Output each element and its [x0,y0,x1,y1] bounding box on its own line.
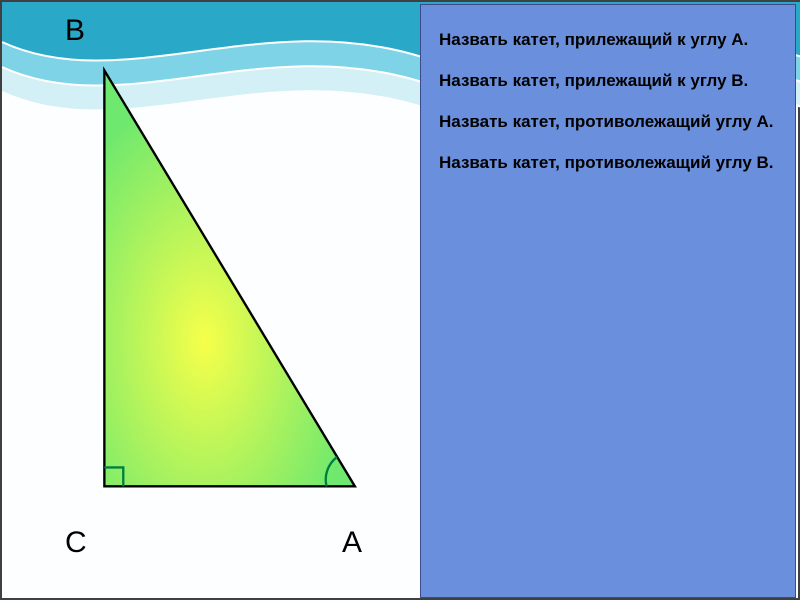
question-3: Назвать катет, противолежащий углу А. [439,111,777,134]
vertex-label-C: С [65,526,87,560]
slide-frame: В С А Назвать катет, прилежащий к углу А… [0,0,800,600]
question-2: Назвать катет, прилежащий к углу В. [439,70,777,93]
triangle-shape [104,70,355,486]
questions-panel: Назвать катет, прилежащий к углу А. Назв… [420,4,796,598]
vertex-label-B: В [65,14,85,48]
vertex-label-A: А [342,526,362,560]
question-4: Назвать катет, противолежащий углу В. [439,152,777,175]
triangle-panel: В С А [2,2,422,602]
triangle-figure [62,42,402,562]
question-1: Назвать катет, прилежащий к углу А. [439,29,777,52]
